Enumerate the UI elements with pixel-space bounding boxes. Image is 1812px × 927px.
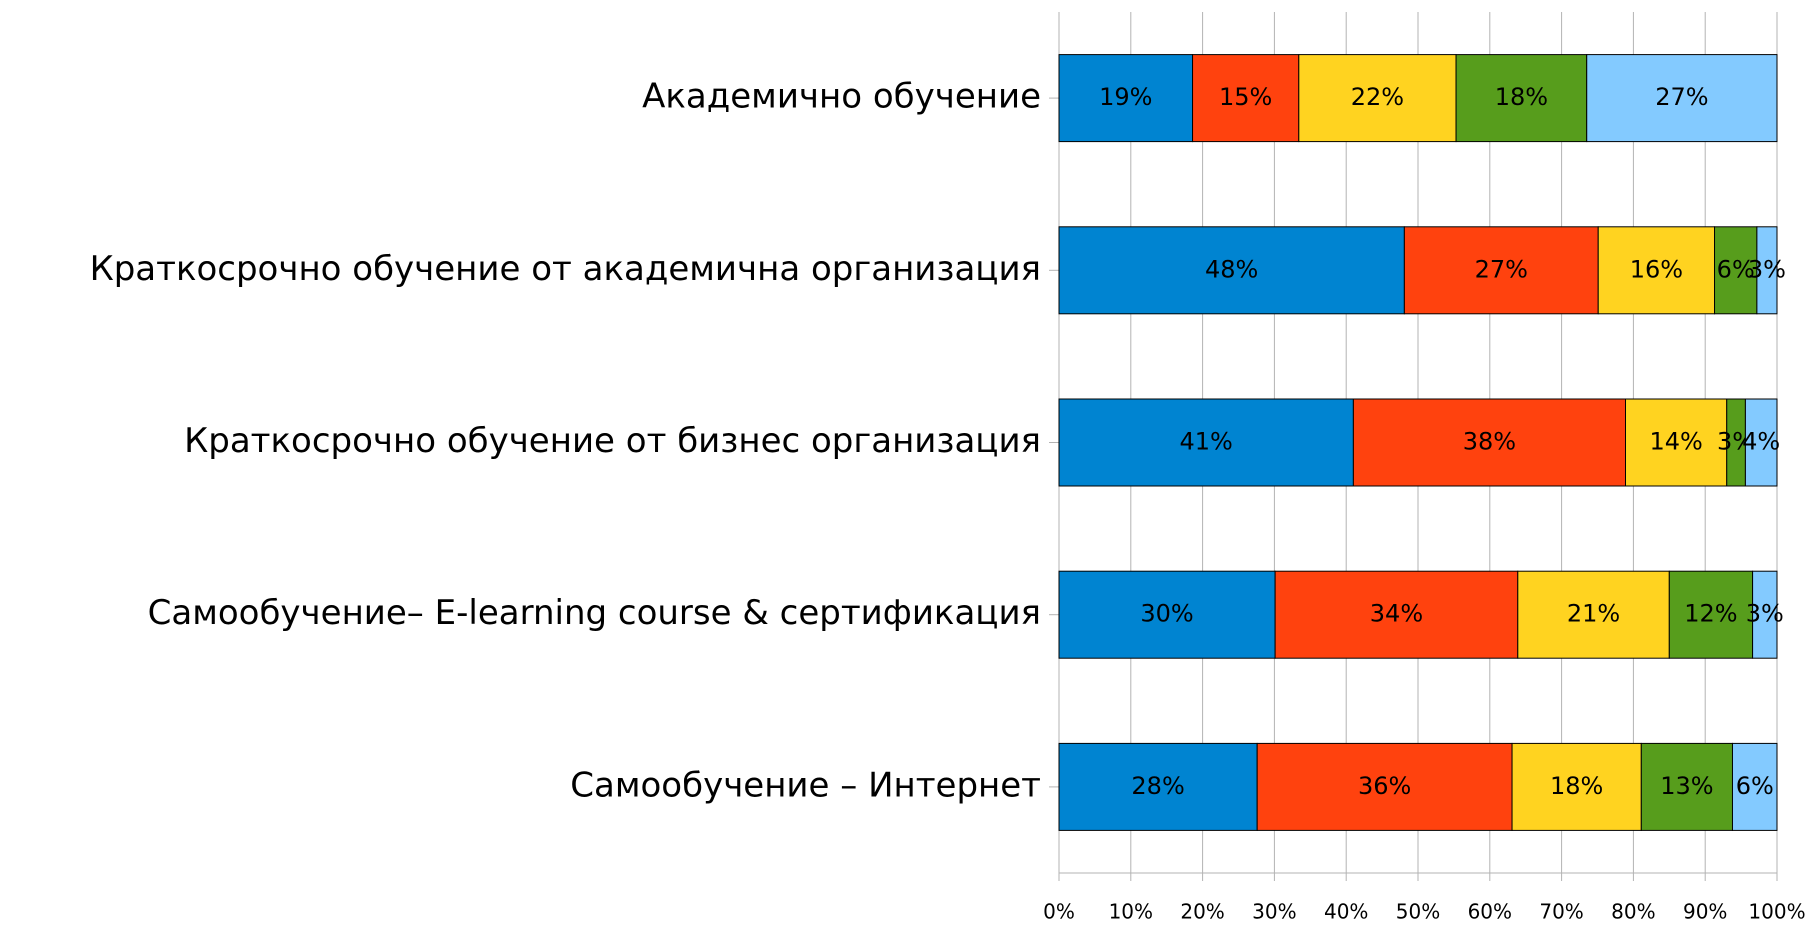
data-label: 36% <box>1358 772 1411 800</box>
bar-segment <box>1586 54 1778 143</box>
bar-segment <box>1731 742 1778 831</box>
x-tick-label: 70% <box>1539 900 1583 924</box>
bar-segment <box>1058 570 1276 659</box>
bar-segment <box>1192 54 1300 143</box>
y-tick-label: Самообучение– E-learning course & сертиф… <box>148 593 1041 633</box>
data-label: 13% <box>1660 772 1713 800</box>
y-tick-label: Самообучение – Интернет <box>570 765 1041 805</box>
data-label: 22% <box>1351 83 1404 111</box>
bar-segment <box>1455 54 1588 143</box>
data-label: 48% <box>1205 255 1258 283</box>
data-label: 6% <box>1717 255 1755 283</box>
bar-segment <box>1752 570 1778 659</box>
bar-segment <box>1256 742 1513 831</box>
bar-segment <box>1058 398 1354 487</box>
bar-segment <box>1274 570 1519 659</box>
data-label: 38% <box>1463 428 1516 456</box>
y-tick-label: Краткосрочно обучение от бизнес организа… <box>184 421 1041 461</box>
y-tick-label: Краткосрочно обучение от академична орга… <box>90 249 1041 289</box>
data-label: 19% <box>1099 83 1152 111</box>
x-tick-label: 10% <box>1109 900 1153 924</box>
bar-segment <box>1511 742 1642 831</box>
data-label: 18% <box>1495 83 1548 111</box>
x-tick-label: 60% <box>1468 900 1512 924</box>
data-label: 15% <box>1219 83 1272 111</box>
x-tick-label: 80% <box>1611 900 1655 924</box>
bar-segment <box>1597 226 1716 315</box>
data-label: 14% <box>1649 428 1702 456</box>
data-label: 18% <box>1550 772 1603 800</box>
bar-segment <box>1403 226 1599 315</box>
data-label: 4% <box>1742 428 1780 456</box>
x-tick-label: 50% <box>1396 900 1440 924</box>
data-label: 3% <box>1748 255 1786 283</box>
bar-segment <box>1668 570 1754 659</box>
x-tick-label: 100% <box>1748 900 1805 924</box>
y-tick-label: Академично обучение <box>642 77 1041 117</box>
data-label: 30% <box>1140 600 1193 628</box>
data-label: 16% <box>1630 255 1683 283</box>
bar-segment <box>1640 742 1733 831</box>
bar-segment <box>1517 570 1670 659</box>
bar-segment <box>1744 398 1778 487</box>
data-label: 28% <box>1131 772 1184 800</box>
x-tick-label: 90% <box>1683 900 1727 924</box>
x-tick-label: 20% <box>1180 900 1224 924</box>
bar-segment <box>1298 54 1457 143</box>
data-label: 27% <box>1475 255 1528 283</box>
data-label: 12% <box>1684 600 1737 628</box>
bar-segment <box>1625 398 1728 487</box>
bar-segment <box>1058 226 1405 315</box>
bar-segment <box>1352 398 1627 487</box>
bar-segment <box>1058 54 1194 143</box>
data-label: 34% <box>1370 600 1423 628</box>
x-tick-label: 0% <box>1043 900 1075 924</box>
data-label: 41% <box>1180 428 1233 456</box>
data-label: 27% <box>1655 83 1708 111</box>
bar-segment <box>1058 742 1258 831</box>
x-tick-label: 30% <box>1252 900 1296 924</box>
data-label: 3% <box>1746 600 1784 628</box>
data-label: 6% <box>1736 772 1774 800</box>
data-label: 21% <box>1567 600 1620 628</box>
bar-segment <box>1756 226 1778 315</box>
x-tick-label: 40% <box>1324 900 1368 924</box>
